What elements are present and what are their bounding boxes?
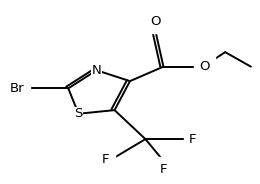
Text: F: F xyxy=(160,163,167,176)
Text: F: F xyxy=(102,153,109,166)
Text: N: N xyxy=(92,64,101,77)
Text: S: S xyxy=(74,107,83,120)
Text: F: F xyxy=(189,133,197,146)
Text: Br: Br xyxy=(10,82,24,95)
Text: O: O xyxy=(151,15,161,28)
Text: O: O xyxy=(199,60,210,73)
